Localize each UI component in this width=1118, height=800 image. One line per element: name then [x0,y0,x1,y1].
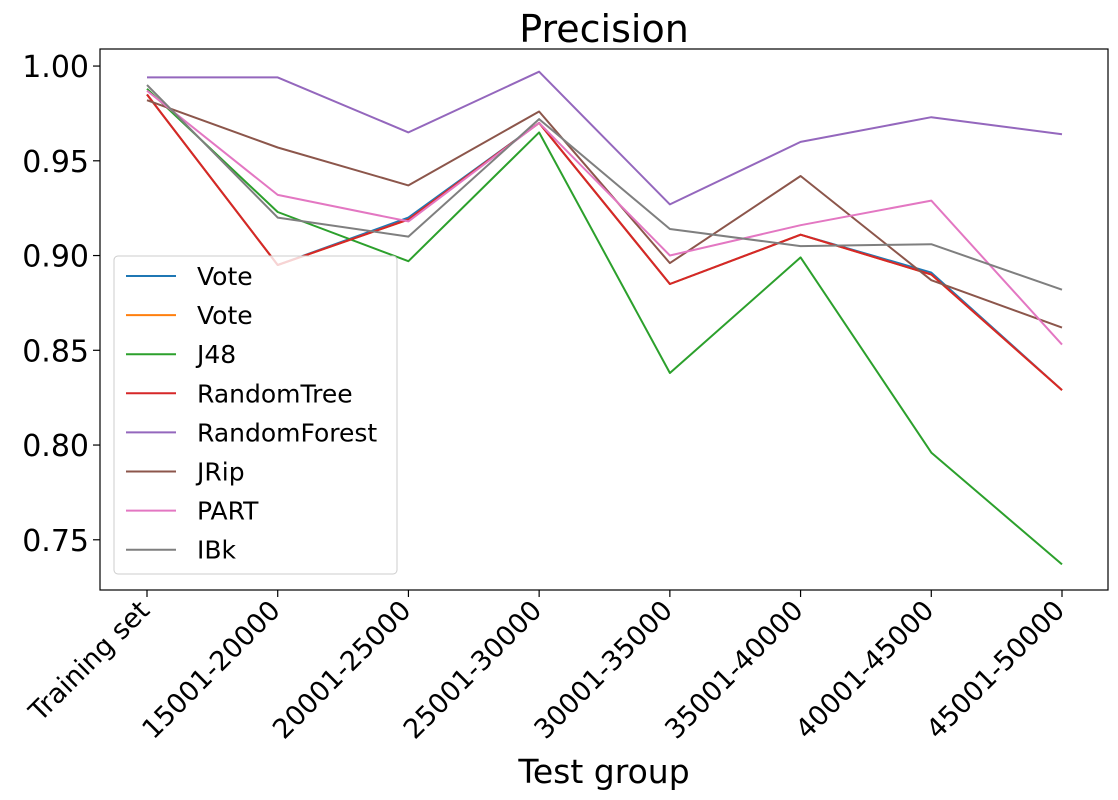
x-tick-label: 25001-30000 [398,595,548,745]
x-tick-label: 30001-35000 [529,595,679,745]
y-tick-label: 0.95 [22,145,89,180]
y-tick-label: 0.85 [22,334,89,369]
legend-frame [113,255,398,575]
series-line-jrip [146,99,1063,329]
legend-label: Vote [197,301,253,330]
y-tick-label: 0.75 [22,524,89,559]
y-tick-label: 0.80 [22,429,89,464]
legend-label: Vote [197,262,253,291]
x-tick-label: Training set [23,595,156,728]
series-line-ibk [146,84,1063,291]
y-tick-label: 0.90 [22,240,89,275]
y-axis: 0.75 0.80 0.85 0.90 0.95 1.00 [22,50,100,559]
x-tick-label: 15001-20000 [136,595,286,745]
legend-label: PART [197,497,259,526]
legend-label: JRip [195,458,245,487]
series-line-part [146,89,1063,346]
legend-label: IBk [197,536,237,565]
x-axis: Training set15001-2000020001-2500025001-… [23,590,1071,745]
chart-title: Precision [519,7,689,51]
x-axis-label: Test group [517,752,689,791]
x-tick-label: 45001-50000 [921,595,1071,745]
series-line-randomforest [147,70,1063,206]
x-tick-label: 40001-45000 [790,595,940,745]
legend: Vote Vote J48 RandomTree RandomForest JRip PAR… [113,255,398,575]
y-tick-label: 1.00 [22,50,89,85]
x-tick-label: 35001-40000 [659,595,809,745]
legend-label: RandomTree [197,379,353,408]
x-tick-label: 20001-25000 [267,595,417,745]
plot-area-frame [99,48,1109,591]
legend-label: J48 [195,340,236,369]
legend-label: RandomForest [197,418,377,447]
